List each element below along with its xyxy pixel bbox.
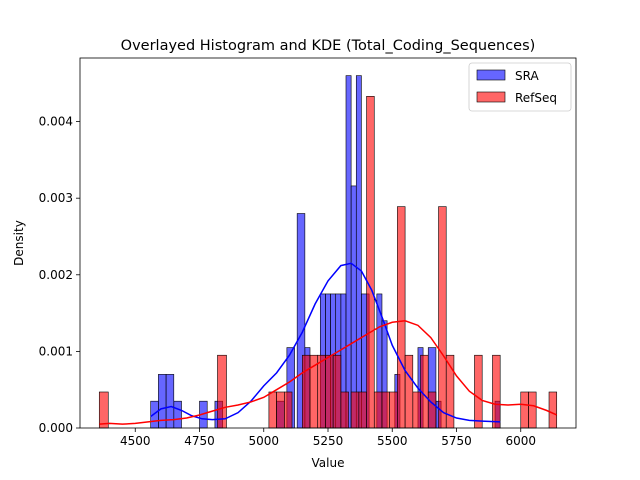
series-refseq-bars bbox=[98, 96, 558, 429]
y-axis: 0.000 0.001 0.002 0.003 0.004 bbox=[39, 115, 80, 435]
x-tick-label: 6000 bbox=[505, 434, 536, 448]
histogram-bar bbox=[284, 391, 293, 429]
kde-line-sra bbox=[150, 262, 501, 423]
histogram-bar bbox=[345, 75, 352, 429]
histogram-bar bbox=[150, 400, 159, 429]
histogram-bar bbox=[438, 206, 447, 429]
histogram-bar bbox=[350, 391, 360, 429]
histogram-bar bbox=[350, 185, 357, 429]
histogram-bar bbox=[276, 391, 285, 429]
histogram-bar bbox=[217, 354, 227, 429]
kde-line-refseq bbox=[99, 319, 558, 425]
histogram-bar bbox=[340, 391, 349, 429]
y-tick-label: 0.002 bbox=[39, 268, 73, 282]
histogram-bar bbox=[427, 391, 437, 429]
legend-label: SRA bbox=[515, 69, 539, 83]
histogram-bar bbox=[548, 391, 558, 429]
histogram-bar bbox=[268, 391, 277, 429]
x-tick-label: 4500 bbox=[120, 434, 151, 448]
histogram-bar bbox=[381, 391, 390, 429]
legend-swatch bbox=[476, 69, 506, 81]
chart-title: Overlayed Histogram and KDE (Total_Codin… bbox=[121, 38, 536, 54]
histogram-bar bbox=[358, 391, 367, 429]
histogram-bar bbox=[173, 400, 182, 429]
x-tick-label: 5500 bbox=[377, 434, 408, 448]
histogram-bar bbox=[317, 354, 326, 429]
histogram-bar bbox=[528, 391, 537, 429]
histogram-bar bbox=[412, 391, 421, 429]
y-tick-label: 0.004 bbox=[39, 115, 73, 129]
histogram-bar bbox=[366, 96, 375, 429]
legend: SRA RefSeq bbox=[468, 62, 572, 112]
histogram-bar bbox=[325, 354, 334, 429]
x-tick-label: 4750 bbox=[184, 434, 215, 448]
x-axis: 4500 4750 5000 5250 5500 5750 6000 bbox=[120, 428, 536, 448]
histogram-bar bbox=[492, 354, 501, 429]
histogram-bar bbox=[474, 354, 483, 429]
histogram-bar bbox=[332, 354, 342, 429]
histogram-bar bbox=[355, 75, 362, 429]
legend-swatch bbox=[476, 91, 506, 103]
y-tick-label: 0.003 bbox=[39, 191, 73, 205]
histogram-bar bbox=[373, 391, 383, 429]
histogram-bar bbox=[389, 391, 398, 429]
x-tick-label: 5000 bbox=[248, 434, 279, 448]
histogram-bar bbox=[404, 354, 414, 429]
x-tick-label: 5750 bbox=[441, 434, 472, 448]
histogram-bar bbox=[520, 391, 529, 429]
histogram-bar bbox=[397, 206, 406, 429]
histogram-bar bbox=[98, 391, 109, 429]
x-tick-label: 5250 bbox=[313, 434, 344, 448]
y-tick-label: 0.000 bbox=[39, 421, 73, 435]
histogram-bar bbox=[302, 354, 311, 429]
x-axis-label: Value bbox=[312, 456, 345, 470]
y-tick-label: 0.001 bbox=[39, 344, 73, 358]
y-axis-label: Density bbox=[12, 220, 26, 266]
legend-label: RefSeq bbox=[515, 91, 557, 105]
